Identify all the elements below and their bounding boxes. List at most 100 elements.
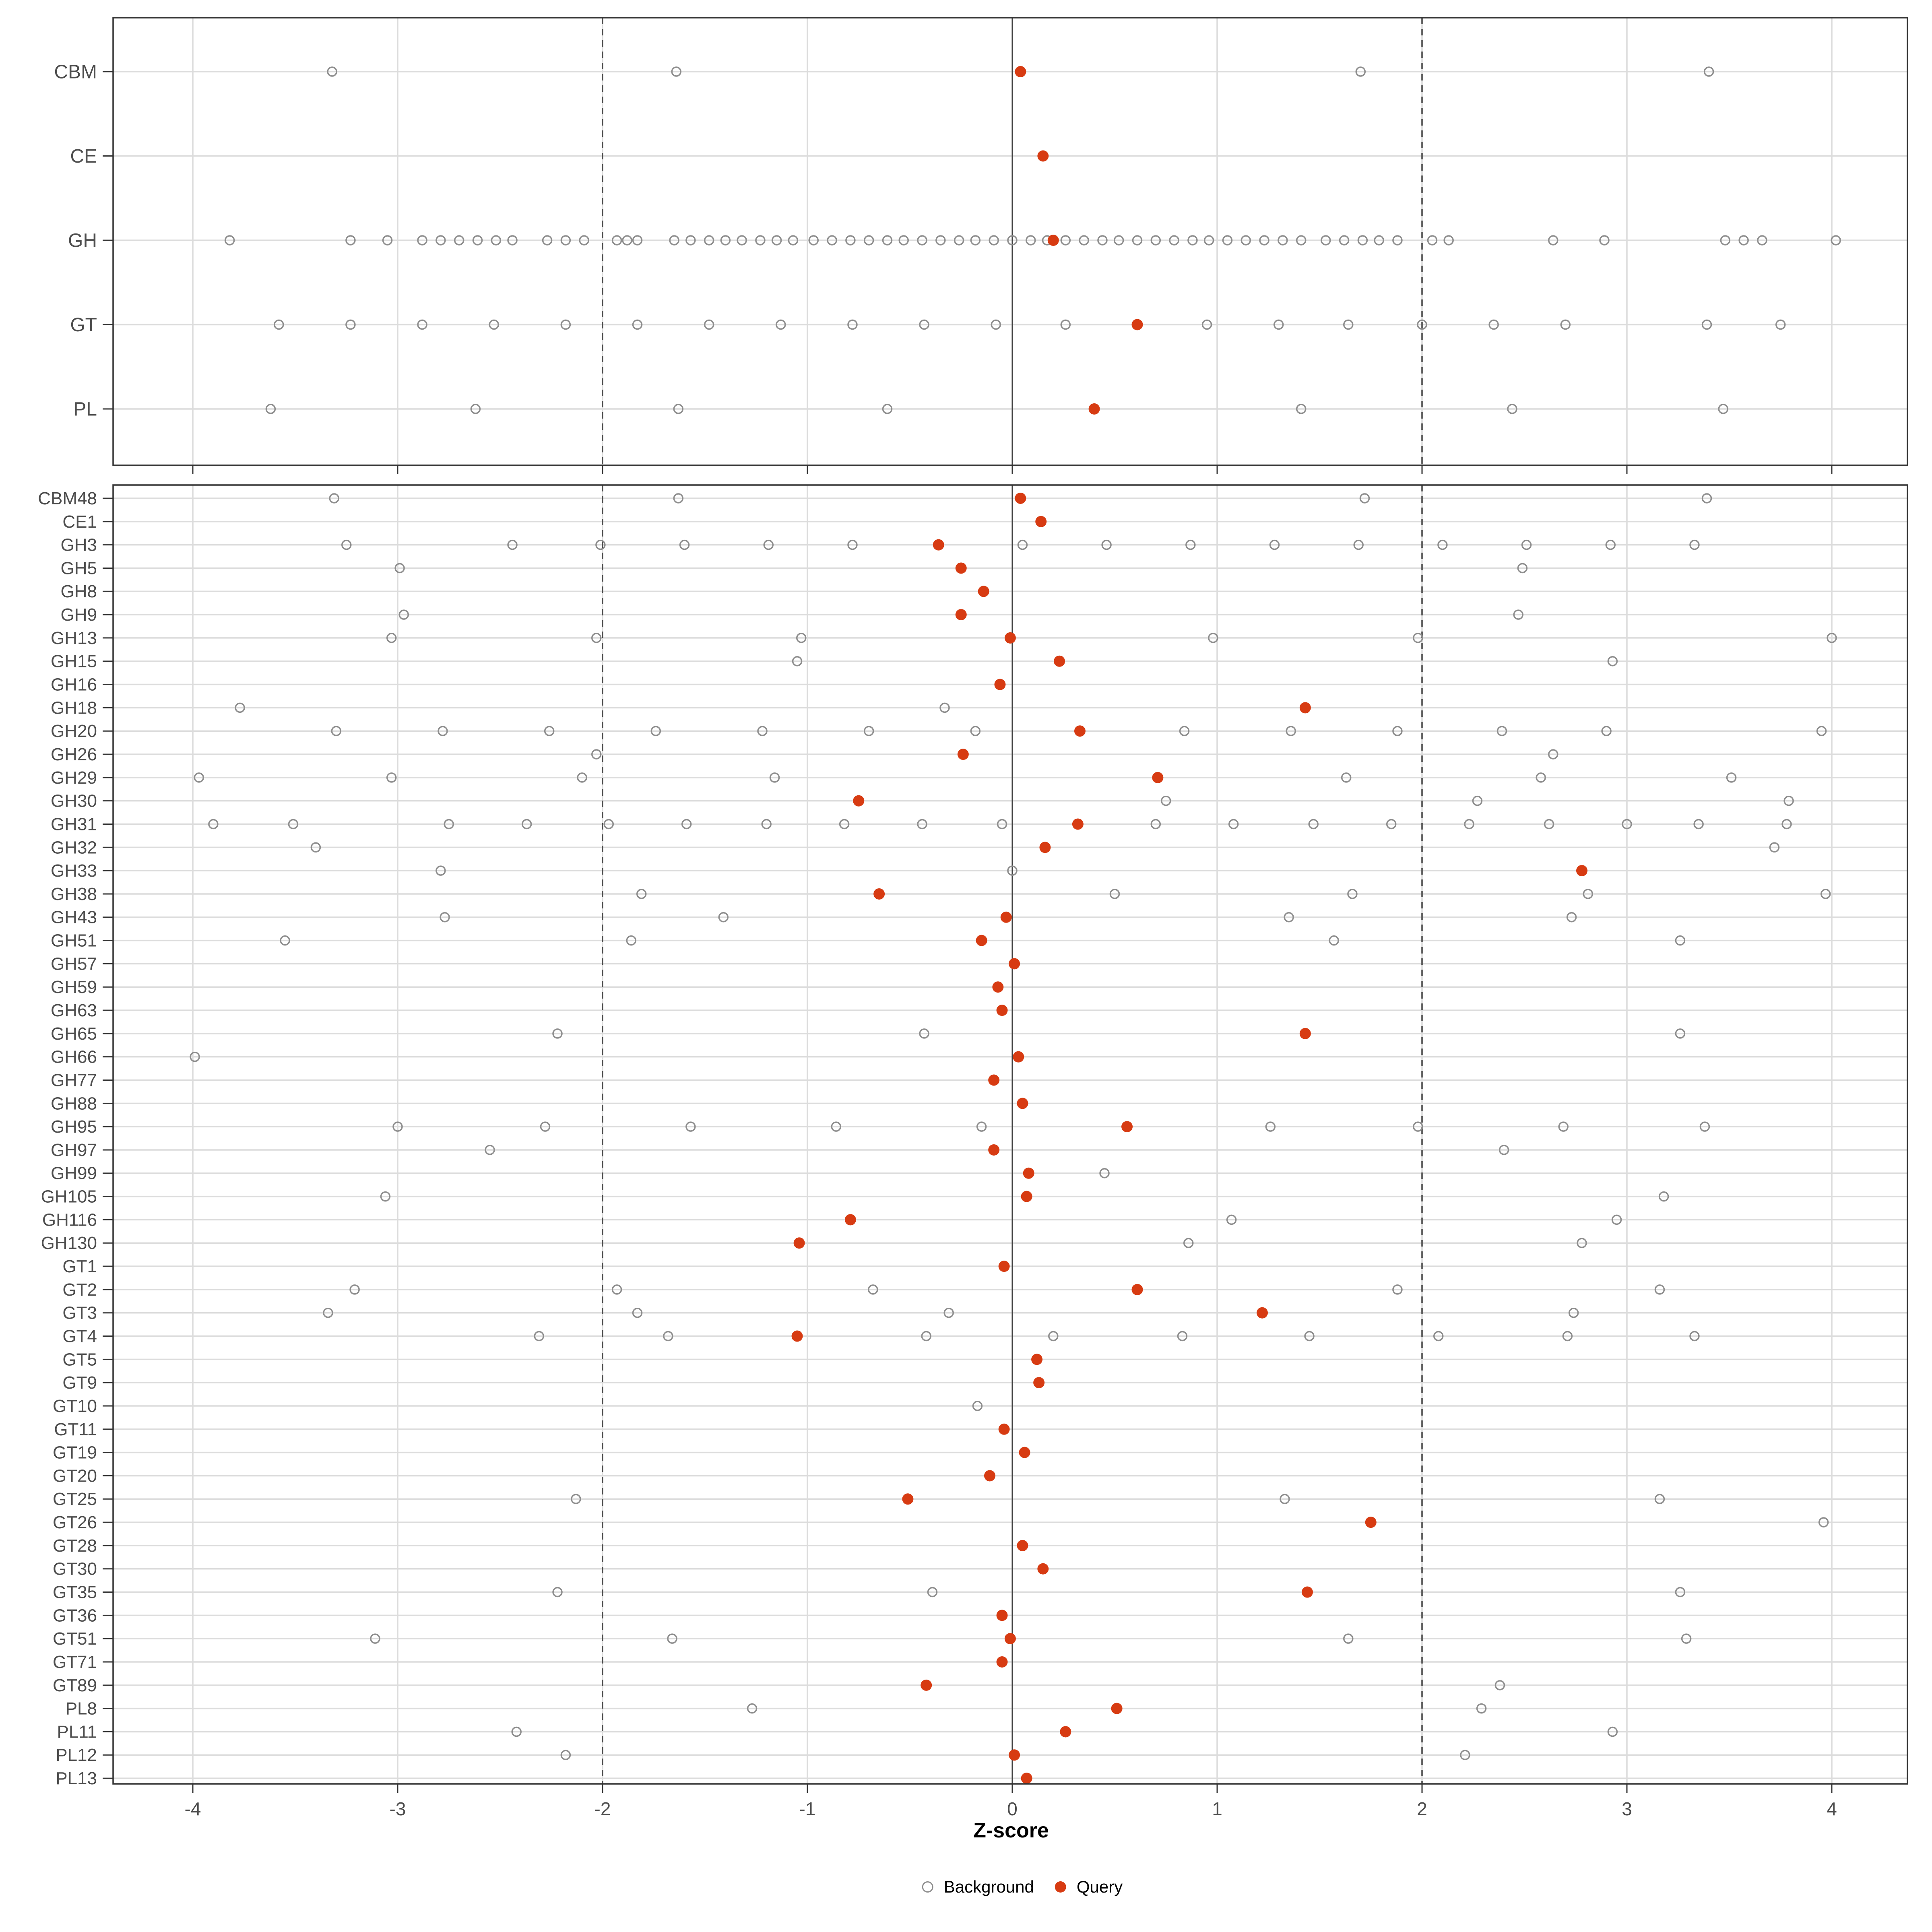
background-point (1265, 1121, 1276, 1132)
legend-background-label: Background (943, 1877, 1034, 1896)
background-point (1026, 235, 1036, 246)
background-point (472, 235, 483, 246)
query-point (996, 1610, 1008, 1621)
background-point (1548, 749, 1558, 760)
query-point (996, 1656, 1008, 1668)
background-point (919, 319, 929, 330)
background-point (595, 539, 606, 550)
background-point (1187, 235, 1198, 246)
background-point (868, 1284, 878, 1295)
background-point (392, 1121, 403, 1132)
row-label: GH105 (41, 1187, 97, 1207)
row-label: GT71 (53, 1652, 97, 1672)
background-point (611, 235, 622, 246)
query-point (1074, 725, 1086, 737)
row-label: GH31 (51, 814, 97, 834)
background-point (1494, 1680, 1505, 1690)
query-point (957, 749, 969, 760)
background-point (1443, 235, 1454, 246)
query-point (1000, 911, 1012, 923)
background-point (417, 235, 427, 246)
background-point (310, 842, 321, 853)
background-point (1374, 235, 1384, 246)
x-axis-title: Z-score (973, 1819, 1049, 1842)
row-label: PL11 (57, 1722, 97, 1742)
background-point (632, 235, 643, 246)
background-point (831, 1121, 842, 1132)
row-label: GH30 (51, 791, 97, 811)
background-point (1353, 539, 1364, 550)
query-point (1121, 1121, 1133, 1133)
row-label: GH51 (51, 931, 97, 951)
background-point (349, 1284, 360, 1295)
background-point (1177, 1331, 1188, 1342)
background-point (560, 319, 571, 330)
background-point (194, 772, 204, 783)
legend: Background Query (922, 1877, 1123, 1897)
background-point (1132, 235, 1143, 246)
query-point (1047, 235, 1059, 246)
background-point (1701, 493, 1712, 504)
row-label: GH77 (51, 1070, 97, 1090)
row-label: GT26 (53, 1513, 97, 1532)
background-point (440, 912, 450, 923)
background-point (1558, 1121, 1569, 1132)
row-label: GT51 (53, 1629, 97, 1649)
background-point (341, 539, 352, 550)
row-label: GT20 (53, 1466, 97, 1486)
background-point (1427, 235, 1438, 246)
query-point (1131, 1284, 1143, 1295)
background-point (761, 819, 772, 830)
background-point (667, 1633, 677, 1644)
background-point (1437, 539, 1448, 550)
row-label: GH29 (51, 768, 97, 788)
background-point (1499, 1145, 1509, 1155)
background-point (394, 563, 405, 574)
query-point (1088, 403, 1100, 415)
background-point (274, 319, 284, 330)
background-point (417, 319, 427, 330)
background-point (1203, 235, 1214, 246)
background-point (681, 819, 692, 830)
background-point (577, 772, 587, 783)
background-point (673, 493, 684, 504)
background-point (560, 1750, 571, 1761)
query-point (998, 1423, 1010, 1435)
query-point (1021, 1191, 1032, 1202)
background-point (917, 819, 927, 830)
row-label: GT30 (53, 1559, 97, 1579)
query-point (955, 562, 967, 574)
background-point (1269, 539, 1280, 550)
query-point (873, 888, 885, 900)
query-point-icon (1055, 1881, 1066, 1893)
background-point (1357, 235, 1368, 246)
x-tick-label: 1 (1212, 1798, 1222, 1819)
background-point (1183, 1238, 1194, 1248)
query-point (1299, 1028, 1311, 1039)
background-point (1701, 319, 1712, 330)
row-label: GH65 (51, 1024, 97, 1044)
background-point (1355, 66, 1366, 77)
query-point (1054, 655, 1065, 667)
background-point (847, 539, 858, 550)
background-point (757, 726, 768, 736)
background-point (1048, 1331, 1059, 1342)
background-point (1488, 319, 1499, 330)
background-point (1513, 609, 1523, 620)
background-point (491, 235, 502, 246)
legend-item-query: Query (1055, 1877, 1123, 1897)
background-point (1359, 493, 1370, 504)
background-point (1831, 235, 1841, 246)
background-point (507, 235, 518, 246)
background-point (632, 1307, 643, 1318)
row-label: GH15 (51, 652, 97, 671)
background-point (1339, 235, 1350, 246)
row-label: GT9 (62, 1373, 97, 1393)
row-label: GH38 (51, 884, 97, 904)
background-point (1521, 539, 1532, 550)
background-point (1476, 1703, 1487, 1714)
background-point (345, 235, 356, 246)
background-point (1818, 1517, 1829, 1527)
row-label: GH63 (51, 1001, 97, 1020)
background-point (1007, 235, 1018, 246)
